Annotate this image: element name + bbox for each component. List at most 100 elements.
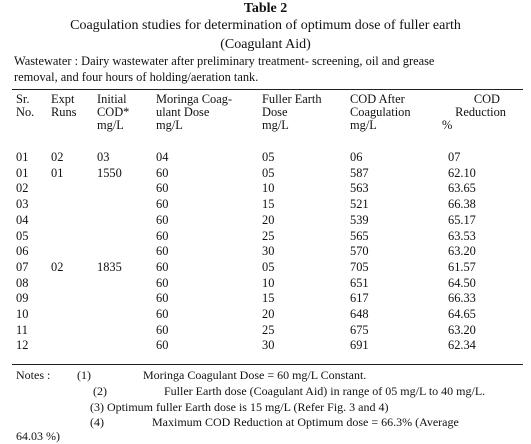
note-4-text: Maximum COD Reduction at Optimum dose = … bbox=[152, 415, 459, 429]
header-cod-reduction: COD bbox=[473, 92, 500, 106]
cell-cod-after: 563 bbox=[350, 181, 369, 195]
header-cod-after: mg/L bbox=[350, 118, 377, 132]
header-cod-after: Coagulation bbox=[350, 105, 411, 119]
cell-cod-after: 705 bbox=[350, 260, 369, 274]
cell-fuller-earth-dose: 10 bbox=[262, 181, 275, 195]
cell-cod-after: 651 bbox=[350, 276, 369, 290]
cell-moringa-dose: 60 bbox=[156, 181, 169, 195]
wastewater-description-line-1: Wastewater : Dairy wastewater after prel… bbox=[14, 54, 435, 68]
cell-sr-no: 12 bbox=[16, 338, 29, 352]
cell-cod-after: 06 bbox=[350, 150, 363, 164]
cell-cod-reduction: 65.17 bbox=[448, 213, 476, 227]
cell-fuller-earth-dose: 05 bbox=[262, 150, 275, 164]
cell-fuller-earth-dose: 30 bbox=[262, 244, 275, 258]
header-sr-no: No. bbox=[16, 105, 35, 119]
cell-fuller-earth-dose: 15 bbox=[262, 197, 275, 211]
cell-cod-reduction: 64.65 bbox=[448, 307, 476, 321]
cell-moringa-dose: 60 bbox=[156, 213, 169, 227]
cell-sr-no: 03 bbox=[16, 197, 29, 211]
cell-cod-reduction: 07 bbox=[448, 150, 461, 164]
cell-fuller-earth-dose: 20 bbox=[262, 213, 275, 227]
header-cod-after: COD After bbox=[350, 92, 405, 106]
cell-cod-reduction: 63.65 bbox=[448, 181, 476, 195]
cell-cod-reduction: 64.50 bbox=[448, 276, 476, 290]
cell-sr-no: 06 bbox=[16, 244, 29, 258]
header-cod-reduction: % bbox=[442, 118, 453, 132]
cell-sr-no: 04 bbox=[16, 213, 29, 227]
cell-fuller-earth-dose: 10 bbox=[262, 276, 275, 290]
cell-moringa-dose: 60 bbox=[156, 244, 169, 258]
notes-label: Notes : bbox=[16, 368, 51, 382]
cell-expt-runs: 01 bbox=[51, 166, 64, 180]
header-moringa-dose: Moringa Coag- bbox=[156, 92, 233, 106]
cell-cod-reduction: 63.53 bbox=[448, 229, 476, 243]
cell-moringa-dose: 60 bbox=[156, 291, 169, 305]
cell-fuller-earth-dose: 25 bbox=[262, 323, 275, 337]
cell-cod-reduction: 62.34 bbox=[448, 338, 476, 352]
cell-initial-cod: 03 bbox=[97, 150, 110, 164]
cell-moringa-dose: 60 bbox=[156, 323, 169, 337]
cell-fuller-earth-dose: 20 bbox=[262, 307, 275, 321]
header-sr-no: Sr. bbox=[16, 92, 30, 106]
note-4-continuation: 64.03 %) bbox=[16, 429, 60, 443]
header-cod-reduction: Reduction bbox=[455, 105, 506, 119]
cell-fuller-earth-dose: 25 bbox=[262, 229, 275, 243]
table-top-rule bbox=[12, 89, 523, 90]
note-4-number: (4) bbox=[90, 415, 104, 429]
header-initial-cod: mg/L bbox=[97, 118, 124, 132]
cell-cod-after: 521 bbox=[350, 197, 369, 211]
header-initial-cod: COD* bbox=[97, 105, 130, 119]
cell-sr-no: 11 bbox=[16, 323, 28, 337]
table-label: Table 2 bbox=[243, 1, 288, 16]
cell-sr-no: 01 bbox=[16, 166, 29, 180]
cell-expt-runs: 02 bbox=[51, 260, 64, 274]
table-bottom-rule bbox=[12, 364, 523, 365]
cell-cod-reduction: 66.33 bbox=[448, 291, 476, 305]
cell-sr-no: 07 bbox=[16, 260, 29, 274]
cell-fuller-earth-dose: 05 bbox=[262, 260, 275, 274]
cell-cod-reduction: 66.38 bbox=[448, 197, 476, 211]
note-2-number: (2) bbox=[93, 384, 107, 398]
cell-moringa-dose: 04 bbox=[156, 150, 169, 164]
cell-cod-after: 565 bbox=[350, 229, 369, 243]
cell-initial-cod: 1550 bbox=[97, 166, 122, 180]
cell-cod-reduction: 62.10 bbox=[448, 166, 476, 180]
cell-cod-after: 648 bbox=[350, 307, 369, 321]
header-moringa-dose: ulant Dose bbox=[156, 105, 210, 119]
header-expt-runs: Expt bbox=[51, 92, 75, 106]
header-fuller-earth-dose: mg/L bbox=[262, 118, 289, 132]
cell-fuller-earth-dose: 30 bbox=[262, 338, 275, 352]
cell-moringa-dose: 60 bbox=[156, 166, 169, 180]
cell-cod-reduction: 63.20 bbox=[448, 244, 476, 258]
cell-sr-no: 05 bbox=[16, 229, 29, 243]
cell-fuller-earth-dose: 05 bbox=[262, 166, 275, 180]
cell-fuller-earth-dose: 15 bbox=[262, 291, 275, 305]
cell-moringa-dose: 60 bbox=[156, 260, 169, 274]
header-moringa-dose: mg/L bbox=[156, 118, 183, 132]
cell-cod-after: 675 bbox=[350, 323, 369, 337]
cell-moringa-dose: 60 bbox=[156, 307, 169, 321]
note-2-text: Fuller Earth dose (Coagulant Aid) in ran… bbox=[164, 384, 486, 398]
note-3-text: (3) Optimum fuller Earth dose is 15 mg/L… bbox=[90, 400, 389, 414]
note-1-text: Moringa Coagulant Dose = 60 mg/L Constan… bbox=[143, 368, 367, 382]
cell-cod-reduction: 63.20 bbox=[448, 323, 476, 337]
wastewater-description-line-2: removal, and four hours of holding/aerat… bbox=[14, 70, 259, 84]
header-expt-runs: Runs bbox=[51, 105, 77, 119]
table-title: Coagulation studies for determination of… bbox=[70, 18, 461, 33]
cell-cod-after: 539 bbox=[350, 213, 369, 227]
cell-cod-after: 691 bbox=[350, 338, 369, 352]
table-subtitle: (Coagulant Aid) bbox=[220, 37, 311, 52]
cell-expt-runs: 02 bbox=[51, 150, 64, 164]
header-fuller-earth-dose: Fuller Earth bbox=[262, 92, 322, 106]
cell-cod-after: 617 bbox=[350, 291, 369, 305]
cell-sr-no: 08 bbox=[16, 276, 29, 290]
cell-cod-after: 570 bbox=[350, 244, 369, 258]
cell-initial-cod: 1835 bbox=[97, 260, 122, 274]
cell-sr-no: 09 bbox=[16, 291, 29, 305]
cell-moringa-dose: 60 bbox=[156, 276, 169, 290]
cell-moringa-dose: 60 bbox=[156, 229, 169, 243]
cell-sr-no: 10 bbox=[16, 307, 29, 321]
cell-moringa-dose: 60 bbox=[156, 338, 169, 352]
cell-moringa-dose: 60 bbox=[156, 197, 169, 211]
header-fuller-earth-dose: Dose bbox=[262, 105, 288, 119]
